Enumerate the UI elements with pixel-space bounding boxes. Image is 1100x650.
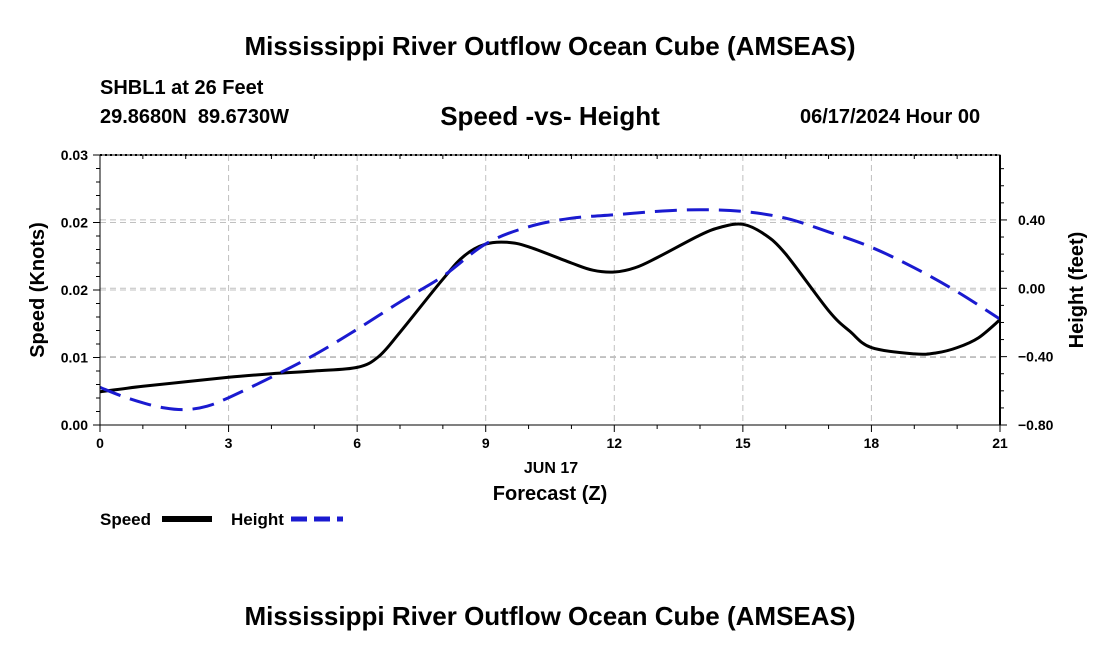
footer-title: Mississippi River Outflow Ocean Cube (AM… (244, 601, 856, 631)
x-tick-label: 0 (96, 435, 104, 451)
x-tick-label: 6 (353, 435, 361, 451)
x-tick-label: 12 (606, 435, 622, 451)
x-tick-label: 15 (735, 435, 751, 451)
y-tick-label-left: 0.02 (61, 215, 88, 231)
legend-speed-label: Speed (100, 510, 151, 529)
legend-height-label: Height (231, 510, 284, 529)
datetime-label: 06/17/2024 Hour 00 (800, 106, 981, 128)
y-axis-title-left: Speed (Knots) (27, 222, 49, 358)
x-tick-label: 9 (482, 435, 490, 451)
x-axis-date-label: JUN 17 (524, 460, 578, 477)
x-tick-label: 3 (225, 435, 233, 451)
y-tick-label-left: 0.01 (61, 350, 88, 366)
y-tick-label-right: 0.00 (1018, 280, 1045, 296)
height-series-line (99, 208, 1001, 412)
station-label: SHBL1 at 26 Feet (100, 77, 264, 99)
y-tick-label-right: −0.80 (1018, 417, 1054, 433)
y-tick-label-right: 0.40 (1018, 212, 1045, 228)
chart-title: Mississippi River Outflow Ocean Cube (AM… (244, 31, 856, 61)
x-axis-title: Forecast (Z) (493, 483, 607, 505)
grid (100, 155, 1000, 425)
chart-subtitle: Speed -vs- Height (440, 101, 660, 131)
coordinates-label: 29.8680N 89.6730W (100, 106, 290, 128)
y-axis-title-right: Height (feet) (1066, 232, 1088, 349)
speed-series-line (99, 222, 1001, 394)
y-tick-label-left: 0.00 (61, 417, 88, 433)
series-layer (99, 208, 1001, 412)
tick-layer: 0 3 6 9 12 15 18 21 0.00 0.01 0.02 0.02 0.03 −0.80 −0.… (61, 147, 1054, 451)
y-tick-label-right: −0.40 (1018, 349, 1054, 365)
x-tick-label: 21 (992, 435, 1008, 451)
x-tick-label: 18 (864, 435, 880, 451)
y-tick-label-left: 0.03 (61, 147, 88, 163)
y-tick-label-left: 0.02 (61, 282, 88, 298)
